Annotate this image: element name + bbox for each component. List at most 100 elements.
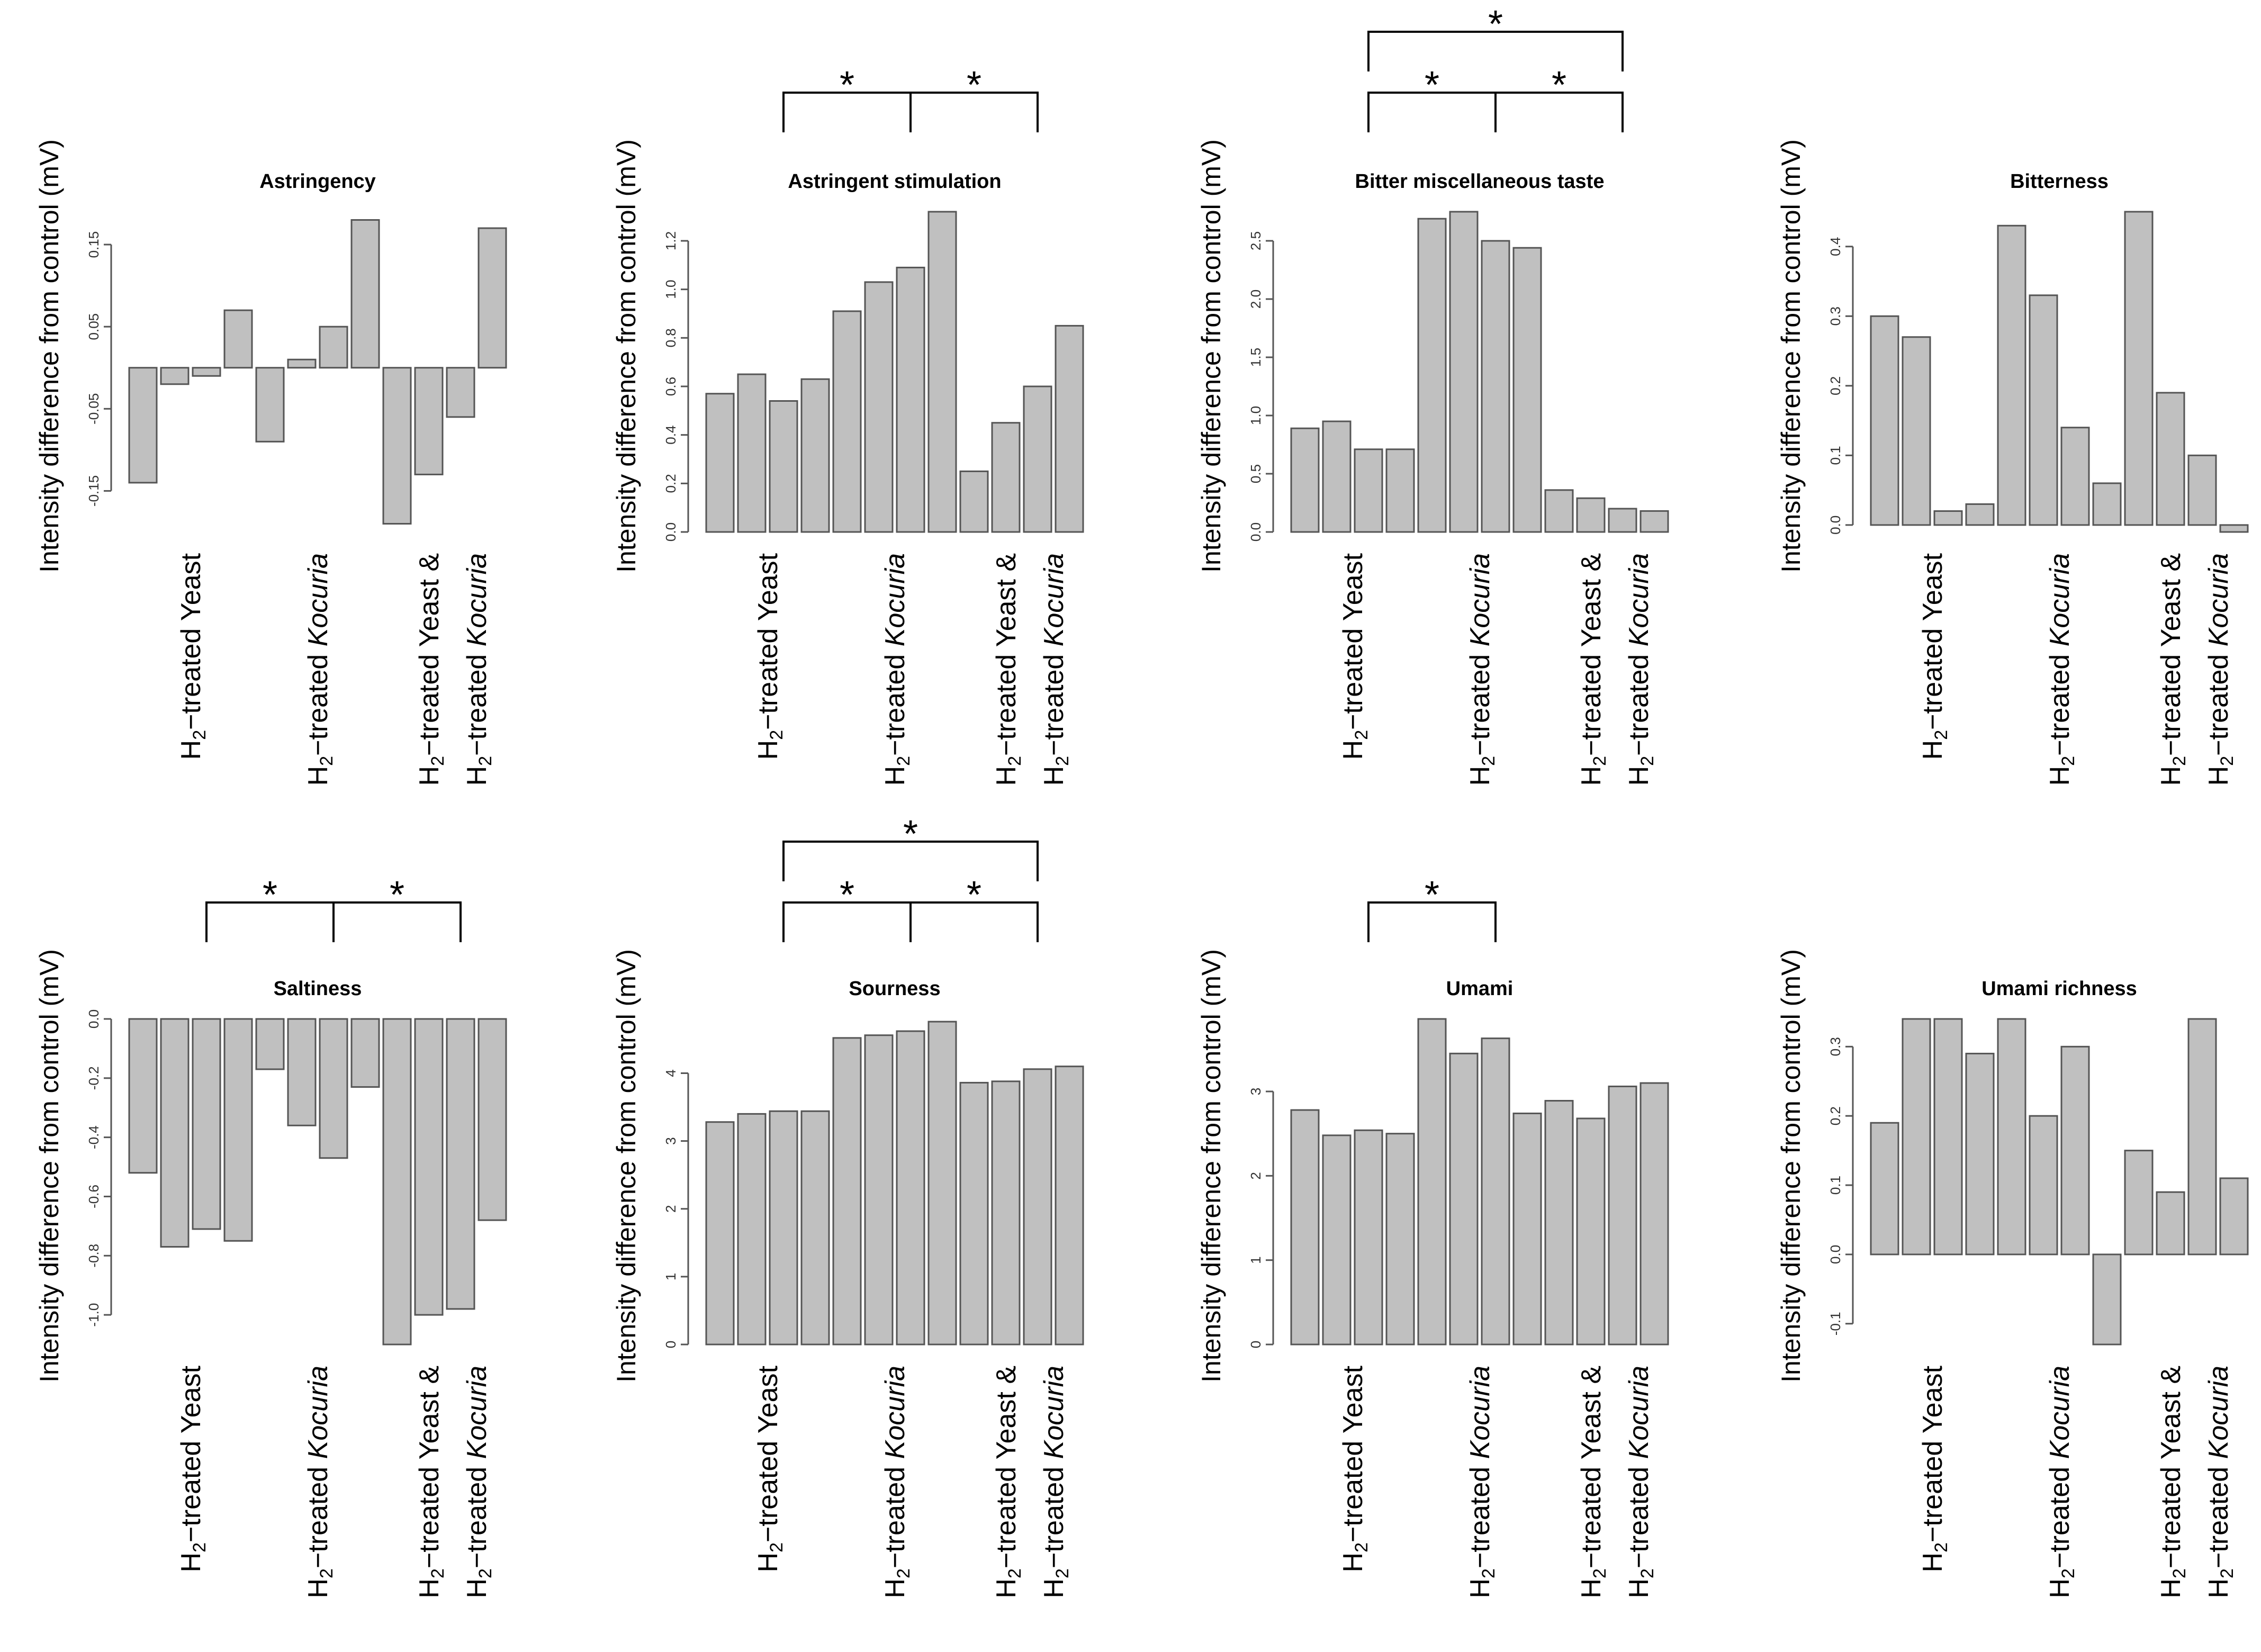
bar [2060,1045,2090,1256]
y-tick-label: -0.1 [1827,1312,1843,1335]
bar [1997,224,2026,526]
bar [255,367,285,443]
bar [800,1110,830,1346]
bar [705,1121,735,1346]
group-label: H2−treated Kocuria [1465,1366,1499,1599]
bar [2092,1253,2122,1346]
bar [382,1018,412,1346]
group-label: H2−treated Kocuria [2044,1366,2078,1599]
y-tick-label: 0.05 [86,313,102,340]
bar [864,1034,894,1346]
y-tick-label: 0 [1248,1341,1264,1348]
bar [1290,1109,1320,1346]
y-tick-label: 0 [663,1341,679,1348]
group-label: H2−treated Yeast & [1576,553,1610,786]
y-tick-label: 0.2 [663,474,679,493]
group-label: H2−treated Yeast [753,553,787,760]
bar [737,373,767,533]
group-label: H2−treated Yeast [1338,553,1372,760]
y-tick-label: 4 [663,1069,679,1077]
bar [991,422,1021,533]
y-tick-label: 0.15 [86,231,102,258]
bar [2156,392,2185,526]
chart-title: Astringency [259,170,376,193]
bar [2219,1177,2249,1256]
significance-bracket [1494,92,1624,132]
group-label: H2−treated Yeast & [991,553,1025,786]
y-tick-label: -0.15 [86,475,102,507]
bar [991,1080,1021,1346]
y-tick-label: -1.0 [86,1303,102,1327]
bar [769,400,798,533]
y-axis-label: Intensity difference from control (mV) [34,949,64,1383]
bar [1933,510,1963,526]
bar [192,1018,221,1230]
y-tick-label: 2 [663,1205,679,1213]
y-tick-label: 0.6 [663,377,679,396]
group-label: H2−treated Yeast & [414,1366,448,1599]
group-label: H2−treated Kocuria [2044,553,2078,786]
panel-7: Umami Intensity difference from control (… [1196,874,1669,1599]
y-tick-label: -0.8 [86,1244,102,1268]
bar [1870,1122,1899,1256]
bar [2092,482,2122,526]
y-tick-label: 0.3 [1827,306,1843,326]
group-label: H2−treated Kocuria [880,553,914,786]
bar [1449,211,1479,533]
y-tick-label: 3 [1248,1088,1264,1095]
bar [896,266,925,533]
bar [1449,1052,1479,1346]
y-axis-label: Intensity difference from control (mV) [1196,139,1226,573]
panel-5: Saltiness Intensity difference from contr… [34,874,507,1599]
y-tick-label: 1.0 [663,280,679,299]
bar [223,1018,253,1242]
bar [2156,1191,2185,1256]
significance-star: * [903,813,918,855]
bar [1576,497,1606,533]
y-tick-label: 0.0 [1248,522,1264,541]
group-label: H2−treated Kocuria [2203,1366,2237,1599]
group-label: H2−treated Kocuria [1465,553,1499,786]
bar [160,367,190,385]
bar [287,358,317,369]
bar [896,1030,925,1346]
bar [1322,420,1352,533]
significance-star: * [967,64,981,106]
bar [2029,294,2058,526]
bar [1902,1018,1931,1256]
panel-4: Bitterness Intensity difference from cont… [1776,139,2249,786]
y-axis-label: Intensity difference from control (mV) [1196,949,1226,1383]
significance-bracket [782,841,1039,881]
y-tick-label: 0.0 [663,522,679,541]
significance-bracket [332,901,462,942]
y-tick-label: -0.4 [86,1125,102,1149]
chart-title: Bitterness [2010,170,2109,193]
significance-bracket [1367,31,1624,71]
bar [1608,1085,1637,1346]
y-tick-label: 1.5 [1248,348,1264,367]
bar [350,1018,380,1088]
chart-title: Saltiness [274,978,362,1000]
bar [2124,211,2154,526]
significance-star: * [840,874,854,916]
bar [959,1081,989,1346]
bar [800,378,830,533]
bar [128,367,158,484]
significance-star: * [1425,874,1439,916]
panel-6: Sourness Intensity difference from contro… [611,813,1084,1599]
y-tick-label: 2 [1248,1172,1264,1179]
bar [927,1021,957,1346]
y-tick-label: 2.5 [1248,231,1264,250]
bar [1417,218,1447,533]
bar [1544,1100,1574,1346]
chart-title: Umami [1446,978,1514,1000]
bar [446,1018,475,1310]
bar [1481,240,1510,533]
significance-star: * [263,874,277,916]
bar [160,1018,190,1248]
y-tick-label: 2.0 [1248,290,1264,309]
chart-title: Astringent stimulation [788,170,1001,193]
group-label: H2−treated Yeast & [2156,1366,2190,1599]
bar [1055,324,1084,533]
